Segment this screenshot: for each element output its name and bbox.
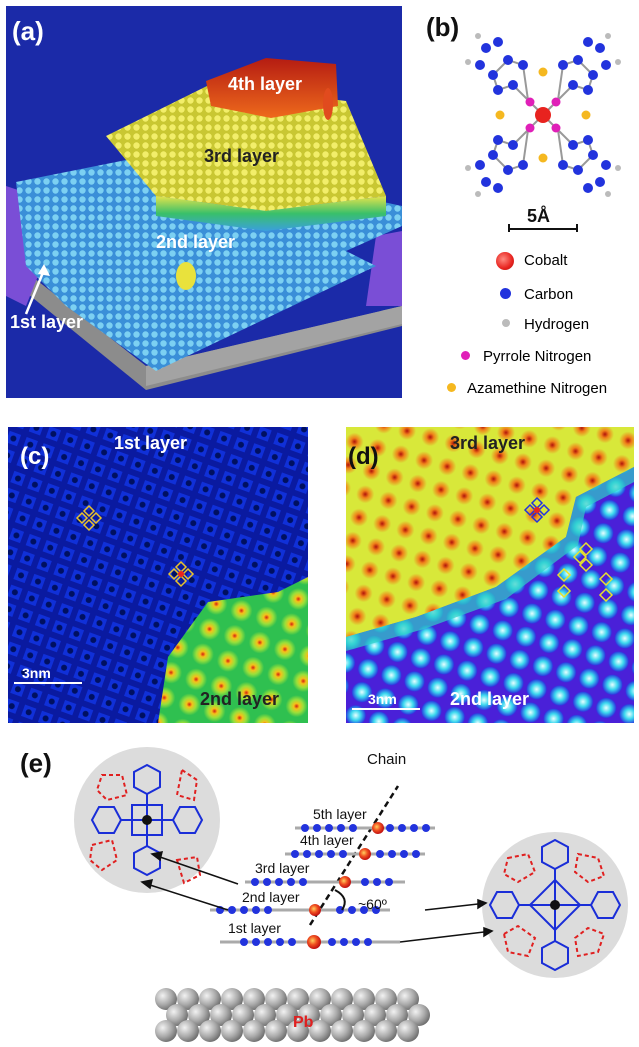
layer-label-4: 4th layer [300, 832, 354, 848]
layer-molecule-4 [285, 848, 425, 860]
chain-label: Chain [367, 751, 407, 768]
legend-label-azamethine-n: Azamethine Nitrogen [467, 380, 608, 397]
panel-a-layer1-arrow [24, 264, 50, 315]
panel-d-stm-image [346, 427, 634, 723]
pb-substrate [155, 988, 430, 1042]
panel-d-tag: (d) [348, 443, 379, 470]
panel-c-tag: (c) [20, 443, 50, 470]
layer-label-5: 5th layer [313, 806, 367, 822]
panel-c-stm-image [8, 427, 308, 723]
layer-molecule-1 [220, 935, 400, 949]
panel-d-scalebar [352, 708, 420, 710]
angle-label: ~60º [358, 896, 387, 912]
panel-a-layer3-label: 3rd layer [204, 146, 280, 166]
layer-molecule-5 [295, 822, 435, 834]
panel-e-tag: (e) [20, 748, 52, 778]
hydrogen-dot-icon [502, 319, 510, 327]
panel-a-layer4-label: 4th layer [228, 74, 303, 94]
panel-b-scale-label: 5Å [527, 206, 551, 226]
molecule-overlay-icon [523, 496, 551, 524]
molecule-overlay-icon [167, 560, 195, 588]
panel-d-scale-label: 3nm [368, 691, 397, 707]
panel-c-top-label: 1st layer [114, 433, 188, 453]
layer-label-1: 1st layer [228, 920, 281, 936]
side-view-stacking [210, 785, 435, 949]
panel-b-scalebar [508, 228, 578, 230]
panel-b-scalebar-tick-right [576, 224, 578, 232]
panel-c: (c) 1st layer 2nd layer 3nm [8, 427, 308, 723]
layer-label-2: 2nd layer [242, 889, 300, 905]
legend-label-pyrrole-n: Pyrrole Nitrogen [483, 348, 592, 365]
panel-a: (a) 4th layer 3rd layer 2nd layer 1st la… [6, 6, 402, 398]
azamethine-nitrogen-dot-icon [447, 383, 456, 392]
panel-a-3d-surface [6, 58, 402, 390]
legend-label-cobalt: Cobalt [524, 252, 568, 269]
molecule-overlay-icon [75, 504, 103, 532]
legend-label-carbon: Carbon [524, 286, 574, 303]
cobalt-dot-icon [496, 252, 514, 270]
panel-c-bottom-label: 2nd layer [200, 689, 280, 709]
panel-b-tag: (b) [426, 12, 460, 42]
substrate-label: Pb [293, 1014, 314, 1031]
panel-a-layer2-label: 2nd layer [156, 232, 236, 252]
panel-d-bottom-label: 2nd layer [450, 689, 530, 709]
top-view-stacking-right [482, 832, 628, 978]
carbon-dot-icon [500, 288, 511, 299]
panel-a-tag: (a) [12, 16, 44, 46]
phthalocyanine-molecule [465, 33, 621, 197]
panel-d: (d) 3rd layer 2nd layer 3nm [346, 427, 634, 723]
layer-molecule-3 [245, 876, 405, 888]
layer-label-3: 3rd layer [255, 860, 310, 876]
panel-a-layer1-label: 1st layer [10, 312, 84, 332]
molecule-cluster-icon [556, 541, 614, 603]
pyrrole-nitrogen-dot-icon [461, 351, 470, 360]
panel-c-scalebar [14, 682, 82, 684]
legend-label-hydrogen: Hydrogen [524, 316, 590, 333]
panel-c-scale-label: 3nm [22, 665, 51, 681]
panel-d-top-label: 3rd layer [450, 433, 526, 453]
panel-b-scalebar-tick-left [508, 224, 510, 232]
